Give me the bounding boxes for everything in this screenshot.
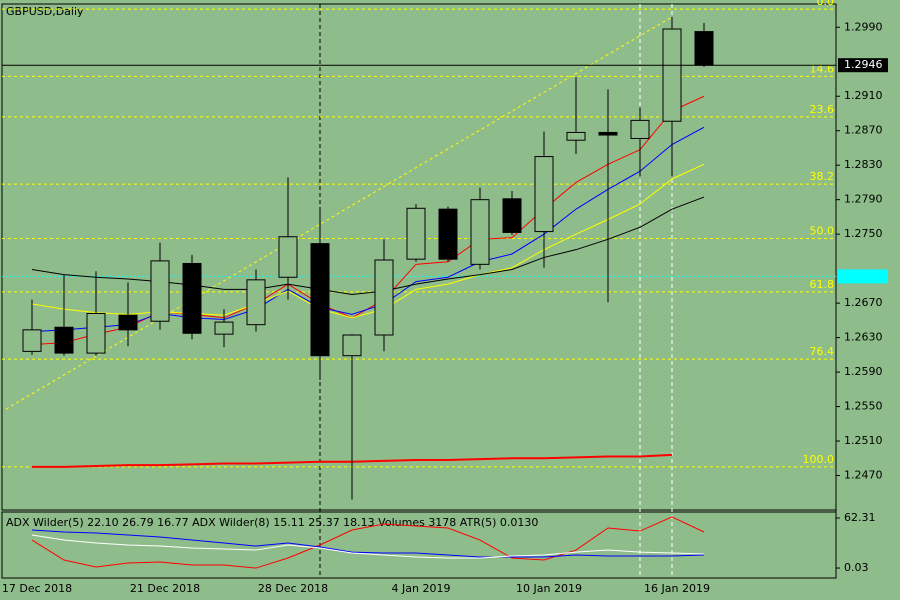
candle-body [502,198,522,233]
candle-body [182,262,202,334]
candle-body [342,334,362,357]
candle-body [86,312,106,354]
series-line [31,126,705,333]
fib-label: 76.4 [810,345,835,358]
fib-label: 14.6 [810,62,835,75]
candle-body [374,259,394,336]
y-tick-label: 1.2470 [844,469,883,482]
x-tick-label: 17 Dec 2018 [2,582,72,595]
x-tick-label: 28 Dec 2018 [258,582,328,595]
fib-label: 38.2 [810,170,835,183]
candle-body [214,321,234,335]
series-line [31,529,705,558]
candle-body [470,199,490,265]
candle-body [694,31,714,66]
series-line [31,516,705,569]
x-tick-label: 21 Dec 2018 [130,582,200,595]
y-tick-label: 1.2510 [844,434,883,447]
candle-body [438,208,458,260]
y-tick-label: 1.2750 [844,227,883,240]
y-tick-label: 1.2630 [844,331,883,344]
candle-body [246,279,266,326]
candle-body [118,314,138,331]
candle-body [566,131,586,141]
x-tick-label: 16 Jan 2019 [644,582,710,595]
fib-trend-line [5,16,673,410]
x-tick-label: 4 Jan 2019 [392,582,451,595]
fib-label: 100.0 [803,453,835,466]
candle-body [534,156,554,233]
y-tick-label: 1.2670 [844,296,883,309]
candle-body [598,131,618,136]
last-price-box [838,58,888,73]
candle-body [22,329,42,352]
fib-label: 23.6 [810,103,835,116]
series-line [31,534,705,559]
y-tick-label: 1.2830 [844,158,883,171]
candle-body [310,243,330,357]
last-price-label: 1.2946 [844,58,883,71]
y-tick-label: 1.2550 [844,400,883,413]
candle-body [662,28,682,122]
candle-body [150,260,170,322]
candle-body [54,326,74,354]
x-tick-label: 10 Jan 2019 [516,582,582,595]
chart-title: GBPUSD,Daily [6,5,84,18]
series-line [31,196,705,296]
y-tick-label: 1.2910 [844,89,883,102]
candle-body [406,207,426,260]
fib-label: 50.0 [810,224,835,237]
fib-label: 61.8 [810,278,835,291]
candle-body [278,236,298,278]
y-tick-label: 0.03 [844,561,869,574]
fib-label: 0.0 [817,0,835,8]
cyan-level-box [838,269,888,284]
y-tick-label: 1.2870 [844,124,883,137]
indicator-title: ADX Wilder(5) 22.10 26.79 16.77 ADX Wild… [6,516,538,529]
y-tick-label: 62.31 [844,511,876,524]
y-tick-label: 1.2590 [844,365,883,378]
y-tick-label: 1.2790 [844,193,883,206]
series-line [31,163,705,319]
candle-body [630,119,650,139]
y-tick-label: 1.2990 [844,20,883,33]
